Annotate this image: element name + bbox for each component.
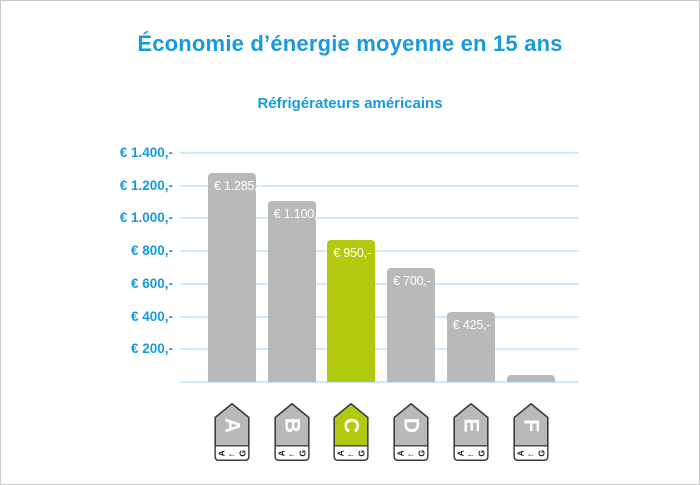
page-title: Économie d’énergie moyenne en 15 ans	[137, 31, 563, 56]
bar-value-label-c: € 950,-	[333, 245, 371, 260]
svg-text:G: G	[476, 450, 486, 457]
energy-class-icon-c: C A ← G	[332, 402, 370, 462]
bar-e: € 425,-	[446, 311, 495, 382]
energy-class-icon-e: E A ← G	[452, 402, 490, 462]
energy-class-letter: B	[280, 418, 303, 433]
gridline-800	[180, 250, 579, 253]
y-axis-tick-label: € 1.400,-	[119, 145, 173, 160]
energy-class-letter: C	[340, 418, 363, 433]
y-axis-tick-label: € 800,-	[130, 243, 173, 259]
svg-text:←: ←	[467, 448, 476, 458]
y-axis-tick-label: € 1.000,-	[119, 210, 173, 226]
svg-text:A: A	[276, 450, 286, 456]
svg-text:←: ←	[407, 448, 416, 458]
svg-text:G: G	[536, 450, 546, 457]
svg-text:A: A	[455, 450, 465, 456]
svg-text:A: A	[217, 450, 227, 456]
bar-b: € 1.100,-	[267, 201, 321, 382]
svg-text:←: ←	[347, 448, 356, 458]
energy-scale-band	[214, 445, 250, 461]
energy-class-icon-f: F A ← G	[512, 402, 550, 462]
energy-class-icon-d: D A ← G	[392, 402, 430, 462]
svg-text:←: ←	[526, 448, 535, 458]
svg-text:A: A	[396, 450, 406, 456]
svg-text:G: G	[238, 450, 248, 457]
energy-scale-band	[453, 445, 489, 461]
bar-value-label-b: € 1.100,-	[273, 207, 322, 222]
svg-text:←: ←	[228, 448, 237, 458]
bar-a: € 1.285,-	[208, 172, 262, 382]
svg-text:A: A	[336, 450, 346, 456]
y-axis-tick-label: € 400,-	[130, 308, 173, 324]
bar-value-label-d: € 700,-	[393, 273, 431, 288]
svg-text:A: A	[515, 450, 525, 456]
energy-scale-band	[393, 445, 429, 461]
svg-text:G: G	[297, 450, 307, 457]
gridline-400	[180, 315, 579, 318]
energy-class-icon-a: A A ← G	[213, 402, 251, 462]
bar-value-label-a: € 1.285,-	[214, 178, 262, 193]
energy-scale-band	[274, 445, 310, 461]
y-axis-tick-label: € 200,-	[130, 341, 173, 357]
energy-class-letter: D	[400, 418, 423, 433]
bar-value-label-e: € 425,-	[452, 317, 491, 332]
gridline-200	[180, 348, 579, 351]
energy-scale-band	[333, 445, 369, 461]
energy-class-letter: A	[221, 418, 244, 433]
y-axis-tick-label: € 600,-	[130, 275, 173, 291]
bar-d: € 700,-	[387, 267, 436, 382]
gridline-1000	[180, 217, 579, 220]
energy-class-letter: E	[459, 418, 482, 432]
svg-text:←: ←	[287, 448, 296, 458]
svg-text:G: G	[417, 450, 427, 457]
bar-f	[506, 375, 555, 382]
svg-text:G: G	[357, 450, 367, 457]
chart-subtitle: Réfrigérateurs américains	[257, 95, 443, 112]
energy-class-letter: F	[519, 419, 542, 432]
gridline-600	[180, 282, 579, 285]
y-axis-tick-label: € 1.200,-	[119, 177, 173, 193]
energy-scale-band	[513, 445, 548, 461]
gridline-1200	[180, 184, 579, 187]
gridline-0	[180, 381, 579, 383]
bar-c: € 950,-	[327, 239, 376, 382]
energy-class-icon-b: B A ← G	[273, 402, 311, 462]
gridline-1400	[180, 152, 579, 154]
